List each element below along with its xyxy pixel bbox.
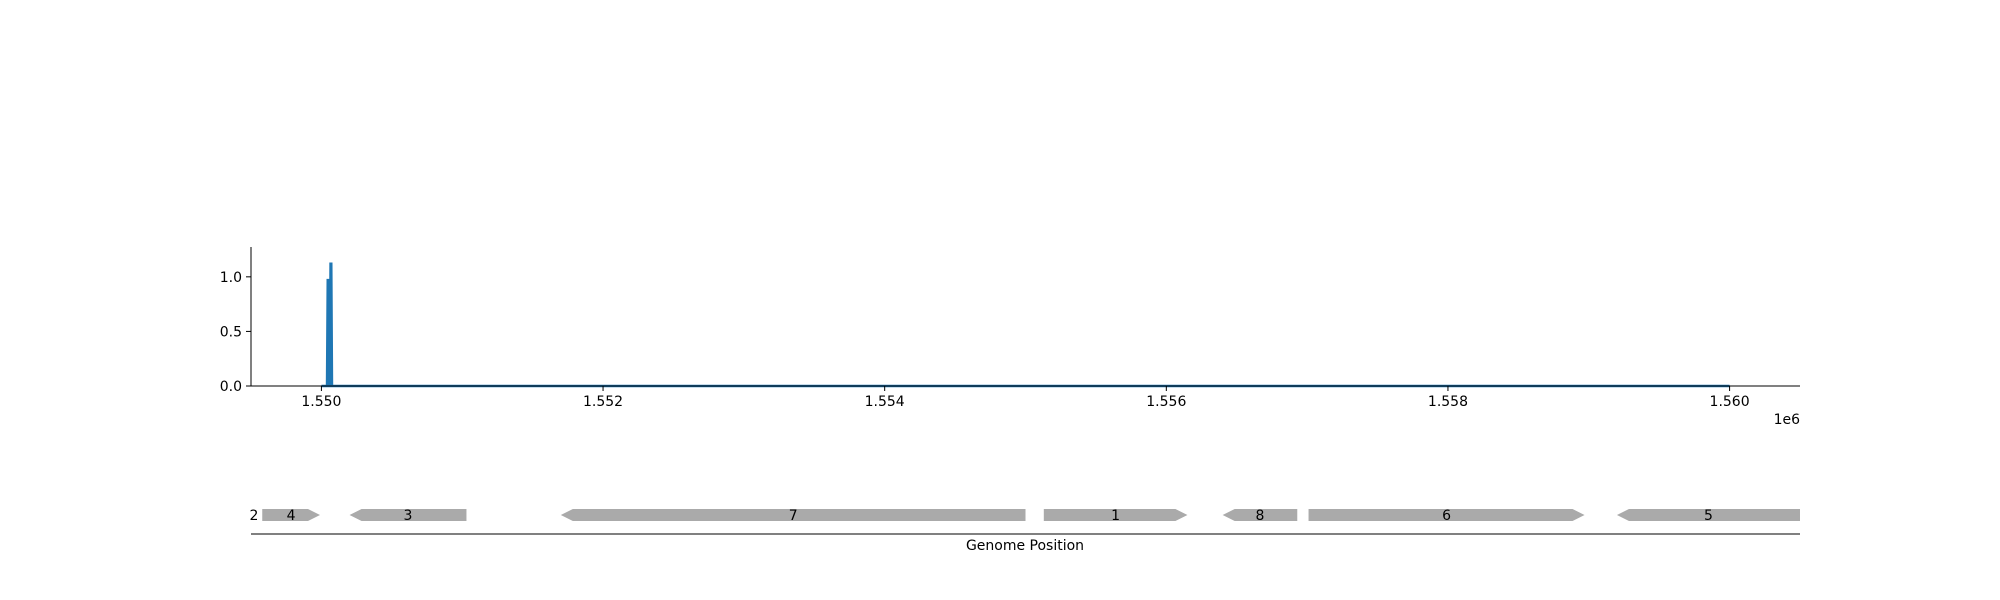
x-tick-label: 1.558	[1428, 394, 1468, 410]
y-ticks: 0.0 0.5 1.0	[220, 270, 251, 395]
gene-arrow	[262, 509, 321, 521]
gene-label: 6	[1442, 508, 1451, 524]
y-tick-label: 0.5	[220, 324, 242, 340]
x-offset-label: 1e6	[1774, 412, 1801, 428]
gene-label: 1	[1111, 508, 1120, 524]
genes: 2 4 3 7 1 8 6 5	[250, 508, 1800, 524]
y-tick-label: 0.0	[220, 379, 242, 395]
gene-label: 4	[287, 508, 296, 524]
coverage-plot: 0.0 0.5 1.0 1.550 1.552 1.554 1.556 1.558 1.560…	[220, 247, 1800, 428]
x-tick-label: 1.554	[865, 394, 905, 410]
x-axis-label: Genome Position	[966, 538, 1084, 554]
gene-arrow	[349, 509, 467, 521]
coverage-line	[321, 262, 1730, 388]
gene-label: 5	[1704, 508, 1713, 524]
coverage-series	[321, 262, 1730, 388]
gene-arrow	[1308, 509, 1585, 521]
x-tick-label: 1.550	[301, 394, 341, 410]
x-tick-label: 1.556	[1146, 394, 1186, 410]
gene-label: 8	[1256, 508, 1265, 524]
gene-arrow	[560, 509, 1026, 521]
y-tick-label: 1.0	[220, 270, 242, 286]
gene-track: 2 4 3 7 1 8 6 5 Genome Position	[250, 508, 1800, 554]
x-tick-label: 1.552	[583, 394, 623, 410]
gene-arrow	[1222, 509, 1298, 521]
x-tick-label: 1.560	[1710, 394, 1750, 410]
gene-arrow	[1616, 509, 1800, 521]
x-ticks: 1.550 1.552 1.554 1.556 1.558 1.560	[301, 386, 1750, 410]
gene-label: 7	[789, 508, 798, 524]
gene-arrow	[1043, 509, 1188, 521]
gene-label: 3	[404, 508, 413, 524]
gene-label: 2	[250, 508, 259, 524]
